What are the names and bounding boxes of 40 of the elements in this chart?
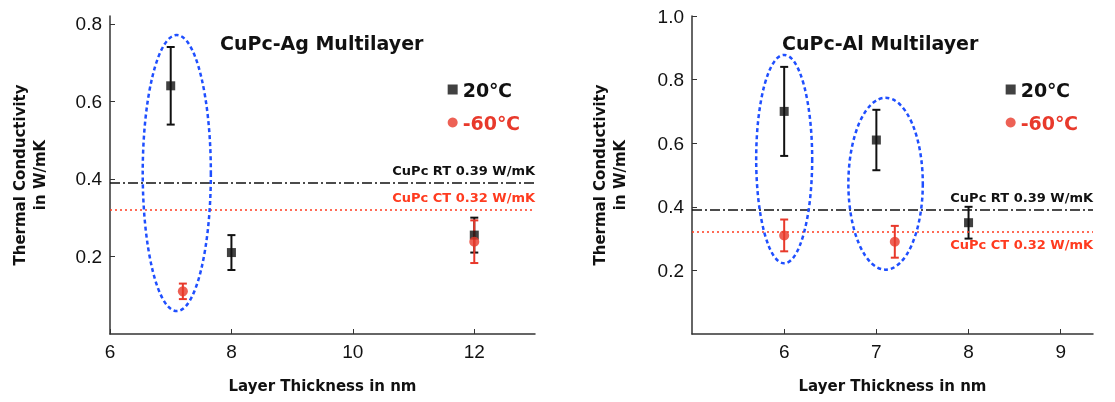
point	[779, 106, 789, 116]
x-tick-label: 8	[963, 341, 974, 362]
y-tick-label: 0.6	[657, 132, 684, 154]
y-tick-label: 0.6	[75, 90, 102, 112]
point	[166, 81, 176, 91]
point	[779, 230, 790, 241]
ref-line-label: CuPc CT 0.32 W/mK	[950, 237, 1094, 253]
point	[871, 135, 881, 145]
point	[177, 286, 188, 297]
y-axis-title: Thermal Conductivity in W/mK	[591, 84, 629, 266]
ref-line-label: CuPc CT 0.32 W/mK	[392, 189, 536, 205]
text: CuPc-Ag Multilayer	[220, 31, 425, 54]
x-axis-title: Layer Thickness in nm	[228, 377, 417, 395]
y-axis-title: Thermal Conductivity in W/mK	[11, 84, 49, 266]
y-tick-label: 0.4	[657, 196, 685, 218]
x-tick-label: 10	[342, 341, 364, 362]
x-axis-title: Layer Thickness in nm	[798, 377, 987, 395]
x-tick-label: 6	[778, 341, 790, 362]
legend-label: -60℃	[1020, 111, 1079, 134]
text: CuPc-Al Multilayer	[782, 31, 979, 54]
legend-label: 20℃	[462, 78, 513, 101]
x-tick-label: 6	[104, 341, 116, 362]
ref-line-label: CuPc RT 0.39 W/mK	[392, 162, 536, 178]
legend-label: 20℃	[1020, 78, 1071, 101]
x-tick-label: 8	[226, 341, 237, 362]
point	[964, 218, 974, 228]
x-tick-label: 7	[871, 341, 882, 362]
ref-line-label: CuPc RT 0.39 W/mK	[950, 189, 1094, 205]
y-tick-label: 0.2	[657, 259, 684, 281]
x-tick-label: 12	[463, 341, 485, 362]
y-tick-label: 0.8	[657, 69, 684, 91]
y-tick-label: 1.0	[657, 5, 684, 27]
y-tick-label: 0.8	[75, 13, 102, 35]
y-tick-label: 0.2	[75, 245, 102, 267]
y-tick-label: 0.4	[75, 168, 103, 190]
x-tick-label: 9	[1055, 341, 1067, 362]
point	[226, 248, 236, 258]
legend-label: -60℃	[462, 111, 521, 134]
point	[469, 236, 480, 247]
point	[889, 236, 900, 247]
